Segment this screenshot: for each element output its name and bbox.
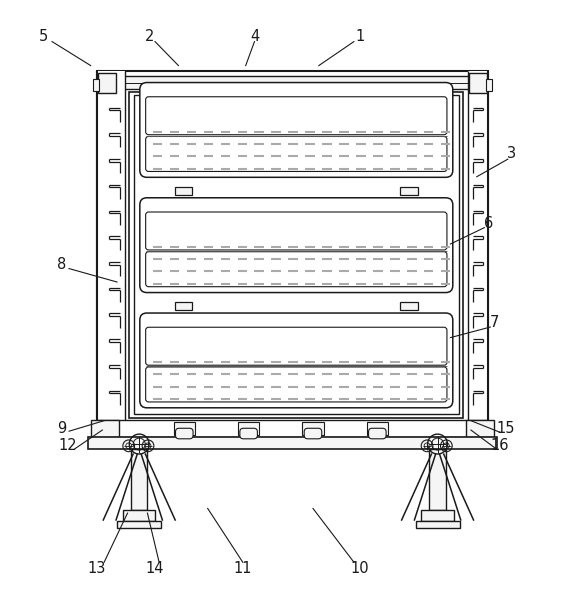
FancyBboxPatch shape <box>304 428 322 439</box>
FancyBboxPatch shape <box>238 422 259 435</box>
FancyBboxPatch shape <box>415 521 460 528</box>
FancyBboxPatch shape <box>468 71 488 422</box>
FancyBboxPatch shape <box>97 71 125 422</box>
Text: 7: 7 <box>490 315 499 330</box>
FancyBboxPatch shape <box>174 422 195 435</box>
FancyBboxPatch shape <box>97 419 488 437</box>
FancyBboxPatch shape <box>140 82 453 177</box>
Text: 11: 11 <box>233 561 252 576</box>
FancyBboxPatch shape <box>97 71 488 422</box>
FancyBboxPatch shape <box>99 76 486 89</box>
FancyBboxPatch shape <box>98 73 116 93</box>
FancyBboxPatch shape <box>146 212 447 250</box>
Text: 9: 9 <box>57 420 66 436</box>
FancyBboxPatch shape <box>117 521 161 528</box>
FancyBboxPatch shape <box>175 302 192 310</box>
FancyBboxPatch shape <box>429 449 446 510</box>
FancyBboxPatch shape <box>486 79 492 91</box>
FancyBboxPatch shape <box>469 73 487 93</box>
Text: 3: 3 <box>507 146 517 161</box>
FancyBboxPatch shape <box>466 419 494 437</box>
FancyBboxPatch shape <box>140 198 453 293</box>
FancyBboxPatch shape <box>93 79 99 91</box>
FancyBboxPatch shape <box>129 92 463 417</box>
FancyBboxPatch shape <box>140 313 453 408</box>
Text: 1: 1 <box>355 29 364 44</box>
Text: 2: 2 <box>144 29 154 44</box>
FancyBboxPatch shape <box>176 428 193 439</box>
FancyBboxPatch shape <box>302 422 324 435</box>
Text: 16: 16 <box>491 439 510 453</box>
FancyBboxPatch shape <box>146 252 447 287</box>
FancyBboxPatch shape <box>131 449 147 510</box>
Text: 6: 6 <box>484 216 493 231</box>
FancyBboxPatch shape <box>175 187 192 195</box>
FancyBboxPatch shape <box>88 437 497 449</box>
FancyBboxPatch shape <box>146 137 447 171</box>
Text: 4: 4 <box>250 29 259 44</box>
FancyBboxPatch shape <box>91 419 119 437</box>
FancyBboxPatch shape <box>240 428 257 439</box>
FancyBboxPatch shape <box>367 422 388 435</box>
FancyBboxPatch shape <box>123 510 156 521</box>
Text: 10: 10 <box>350 561 369 576</box>
FancyBboxPatch shape <box>146 367 447 402</box>
FancyBboxPatch shape <box>400 187 418 195</box>
Text: 5: 5 <box>39 29 49 44</box>
FancyBboxPatch shape <box>400 302 418 310</box>
FancyBboxPatch shape <box>146 327 447 365</box>
Text: 14: 14 <box>146 561 164 576</box>
FancyBboxPatch shape <box>421 510 454 521</box>
Text: 15: 15 <box>497 420 515 436</box>
FancyBboxPatch shape <box>369 428 386 439</box>
Text: 8: 8 <box>57 257 66 272</box>
FancyBboxPatch shape <box>146 97 447 135</box>
Text: 13: 13 <box>87 561 106 576</box>
Text: 12: 12 <box>58 439 77 453</box>
